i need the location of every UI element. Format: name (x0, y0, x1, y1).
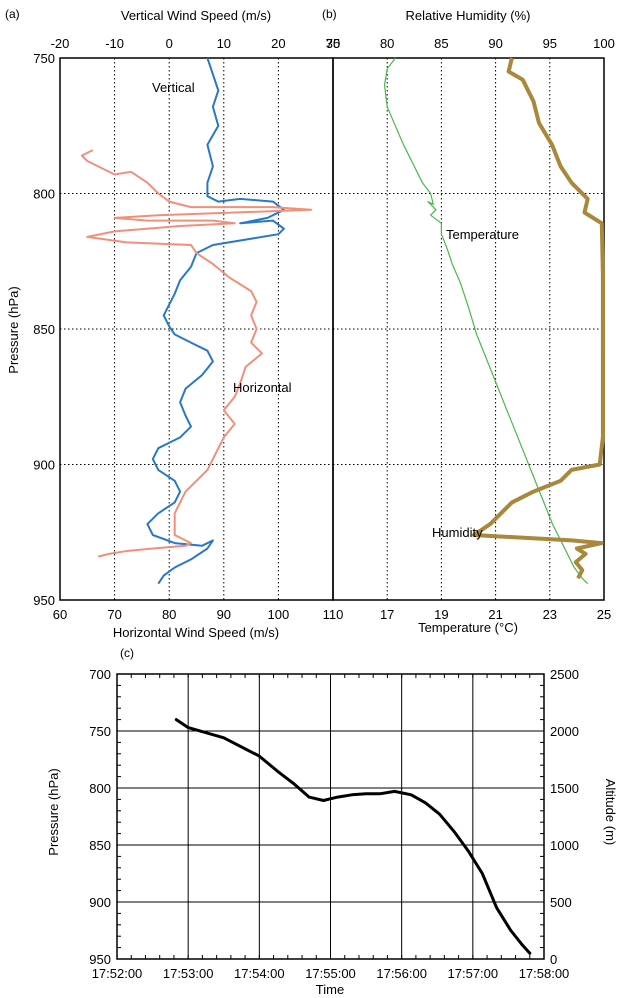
x-top-tick-label: 20 (271, 36, 285, 51)
y-tick-label: 800 (89, 781, 111, 796)
x-top-tick-label: 95 (543, 36, 557, 51)
x-bottom-tick-label: 90 (217, 607, 231, 622)
y2-tick-label: 500 (550, 895, 572, 910)
panel-c-bottom-axis-label: Time (316, 982, 344, 997)
y-tick-label: 750 (89, 724, 111, 739)
x-tick-label: 17:53:00 (163, 966, 214, 981)
x-bottom-tick-label: 70 (107, 607, 121, 622)
x-tick-label: 17:52:00 (92, 966, 143, 981)
x-top-tick-label: 75 (326, 36, 340, 51)
x-bottom-tick-label: 100 (268, 607, 290, 622)
x-tick-label: 17:57:00 (448, 966, 499, 981)
x-bottom-tick-label: 23 (543, 607, 557, 622)
panel-b-grid (333, 58, 604, 600)
x-top-tick-label: 90 (488, 36, 502, 51)
panel-a-top-axis-label: Vertical Wind Speed (m/s) (121, 8, 271, 23)
panel-c-grid (117, 674, 544, 959)
x-bottom-tick-label: 80 (162, 607, 176, 622)
vertical-series-label: Vertical (152, 80, 195, 95)
x-top-tick-label: 80 (380, 36, 394, 51)
panel-a-series (80, 57, 313, 585)
panel-c-left-axis-label: Pressure (hPa) (46, 768, 61, 855)
x-bottom-tick-label: 25 (597, 607, 611, 622)
x-bottom-tick-label: 17 (380, 607, 394, 622)
y-tick-label: 750 (33, 51, 55, 66)
panel-b-ticks: 17 19 21 23 25 75 80 85 90 95 100 (326, 36, 615, 622)
vertical-wind-line (146, 57, 285, 585)
x-top-tick-label: -20 (51, 36, 70, 51)
humidity-line (471, 57, 605, 580)
panel-b-series (383, 57, 605, 585)
y-tick-label: 700 (89, 667, 111, 682)
y2-tick-label: 1000 (550, 838, 579, 853)
x-top-tick-label: 85 (434, 36, 448, 51)
x-top-tick-label: 30 (326, 36, 340, 51)
y2-tick-label: 2500 (550, 667, 579, 682)
y2-tick-label: 2000 (550, 724, 579, 739)
horizontal-series-label: Horizontal (233, 380, 292, 395)
temperature-line (383, 57, 589, 585)
x-top-tick-label: 10 (217, 36, 231, 51)
panel-a-bottom-axis-label: Horizontal Wind Speed (m/s) (113, 625, 279, 640)
x-top-tick-label: 0 (166, 36, 173, 51)
x-top-tick-label: -10 (105, 36, 124, 51)
temperature-series-label: Temperature (446, 227, 519, 242)
y-tick-label: 950 (89, 952, 111, 967)
y2-tick-label: 0 (550, 952, 557, 967)
panel-a-grid (60, 58, 333, 600)
horizontal-wind-line (80, 149, 313, 558)
y-tick-label: 900 (33, 458, 55, 473)
panel-b-letter: (b) (322, 7, 337, 21)
x-bottom-tick-label: 19 (434, 607, 448, 622)
panel-b-bottom-axis-label: Temperature (°C) (418, 620, 518, 635)
humidity-series-label: Humidity (432, 525, 483, 540)
pressure-time-line (174, 718, 532, 955)
x-tick-label: 17:55:00 (305, 966, 356, 981)
x-tick-label: 17:54:00 (234, 966, 285, 981)
y2-tick-label: 1500 (550, 781, 579, 796)
panel-c-right-axis-label: Altitude (m) (603, 779, 618, 845)
panel-a-letter: (a) (5, 7, 20, 21)
x-top-tick-label: 100 (593, 36, 615, 51)
y-tick-label: 800 (33, 187, 55, 202)
panel-a-left-axis-label: Pressure (hPa) (6, 286, 21, 373)
panel-b: 17 19 21 23 25 75 80 85 90 95 100 (b) Relative Hum… (322, 7, 615, 635)
panel-c-letter: (c) (120, 646, 134, 660)
x-tick-label: 17:58:00 (519, 966, 570, 981)
x-tick-label: 17:56:00 (376, 966, 427, 981)
x-bottom-tick-label: 60 (53, 607, 67, 622)
panel-b-top-axis-label: Relative Humidity (%) (406, 8, 531, 23)
x-bottom-tick-label: 21 (488, 607, 502, 622)
y-tick-label: 900 (89, 895, 111, 910)
y-tick-label: 850 (89, 838, 111, 853)
y-tick-label: 850 (33, 322, 55, 337)
x-bottom-tick-label: 110 (323, 607, 344, 622)
y-tick-label: 950 (33, 593, 55, 608)
panel-c-series (174, 718, 532, 955)
